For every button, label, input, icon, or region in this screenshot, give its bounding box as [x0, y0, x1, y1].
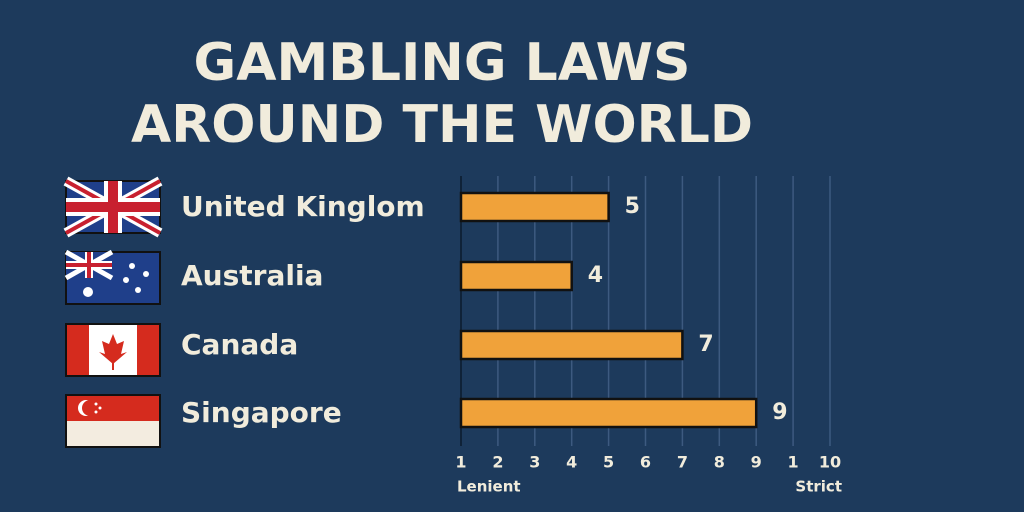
flag-australia: [64, 249, 161, 305]
value-label: 9: [772, 400, 787, 425]
bar: [459, 397, 758, 429]
x-tick-label: 4: [566, 453, 577, 472]
category-label: Singapore: [181, 396, 342, 429]
x-tick-label: 1: [455, 453, 466, 472]
category-label: United Kinglom: [181, 190, 425, 223]
chart-title: GAMBLING LAWS: [194, 33, 691, 93]
x-tick-label: 9: [751, 453, 762, 472]
category-label: Australia: [181, 259, 323, 292]
flag-uk: [63, 176, 163, 238]
value-label: 5: [625, 194, 640, 219]
chart-title: AROUND THE WORLD: [131, 95, 753, 155]
value-label: 4: [588, 263, 603, 288]
flag-singapore: [65, 394, 161, 448]
value-label: 7: [698, 332, 713, 357]
x-tick-label: 10: [819, 453, 841, 472]
x-tick-label: 3: [529, 453, 540, 472]
flag-canada: [65, 323, 161, 377]
x-tick-label: 8: [714, 453, 725, 472]
bar: [459, 260, 573, 292]
x-tick-label: 7: [677, 453, 688, 472]
x-tick-label: 1: [788, 453, 799, 472]
axis-label: Strict: [795, 478, 842, 496]
x-tick-label: 5: [603, 453, 614, 472]
axis-label: Lenient: [457, 478, 521, 496]
bar: [459, 191, 610, 223]
category-label: Canada: [181, 328, 298, 361]
x-tick-label: 2: [492, 453, 503, 472]
x-tick-label: 6: [640, 453, 651, 472]
bar: [459, 329, 684, 361]
